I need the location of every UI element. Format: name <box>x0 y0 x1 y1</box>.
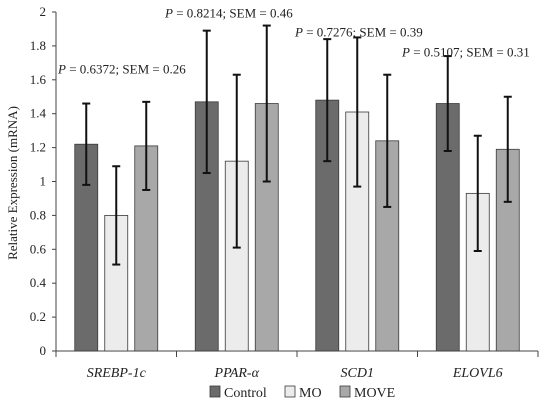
p-value-annotation: P = 0.5107; SEM = 0.31 <box>401 45 530 60</box>
p-value-text: = 0.7276; SEM = 0.39 <box>303 24 423 39</box>
y-tick-label: 1.8 <box>30 38 46 53</box>
p-value-text: = 0.5107; SEM = 0.31 <box>410 45 530 60</box>
p-value-text: = 0.8214; SEM = 0.46 <box>173 6 293 21</box>
p-value-annotation: P = 0.6372; SEM = 0.26 <box>57 62 186 77</box>
legend-label-control: Control <box>224 386 267 401</box>
p-symbol: P <box>294 24 303 39</box>
p-symbol: P <box>57 62 66 77</box>
y-tick-label: 1.2 <box>30 140 46 155</box>
x-category-label: SREBP-1c <box>87 366 147 381</box>
y-tick-label: 0.6 <box>30 241 47 256</box>
plot-area: 0 0.2 0.4 0.6 0.8 1 1.2 1.4 1.6 1.8 2 SREBP-1c PPAR-… <box>30 4 539 401</box>
y-axis-label: Relative Expression (mRNA) <box>5 106 20 260</box>
y-tick-label: 1.6 <box>30 72 47 87</box>
p-value-annotation: P = 0.8214; SEM = 0.46 <box>164 6 293 21</box>
y-tick-label: 0.8 <box>30 207 46 222</box>
y-tick-label: 0.2 <box>30 309 46 324</box>
y-tick-label: 0.4 <box>30 275 47 290</box>
p-value-text: = 0.6372; SEM = 0.26 <box>66 62 186 77</box>
y-tick-label: 0 <box>40 343 47 358</box>
p-symbol: P <box>164 6 173 21</box>
x-category-label: SCD1 <box>341 366 374 381</box>
y-tick-label: 1 <box>40 174 47 189</box>
y-tick-label: 1.4 <box>30 106 47 121</box>
legend-swatch-mo <box>284 385 296 398</box>
x-category-label: ELOVL6 <box>452 366 503 381</box>
x-category-label: PPAR-α <box>214 366 260 381</box>
legend-label-mo: MO <box>299 386 322 401</box>
y-tick-label: 2 <box>40 4 47 19</box>
legend-label-move: MOVE <box>354 386 395 401</box>
p-value-annotation: P = 0.7276; SEM = 0.39 <box>294 24 423 39</box>
legend-swatch-control <box>209 385 221 398</box>
p-symbol: P <box>401 45 410 60</box>
legend-swatch-move <box>339 385 351 398</box>
